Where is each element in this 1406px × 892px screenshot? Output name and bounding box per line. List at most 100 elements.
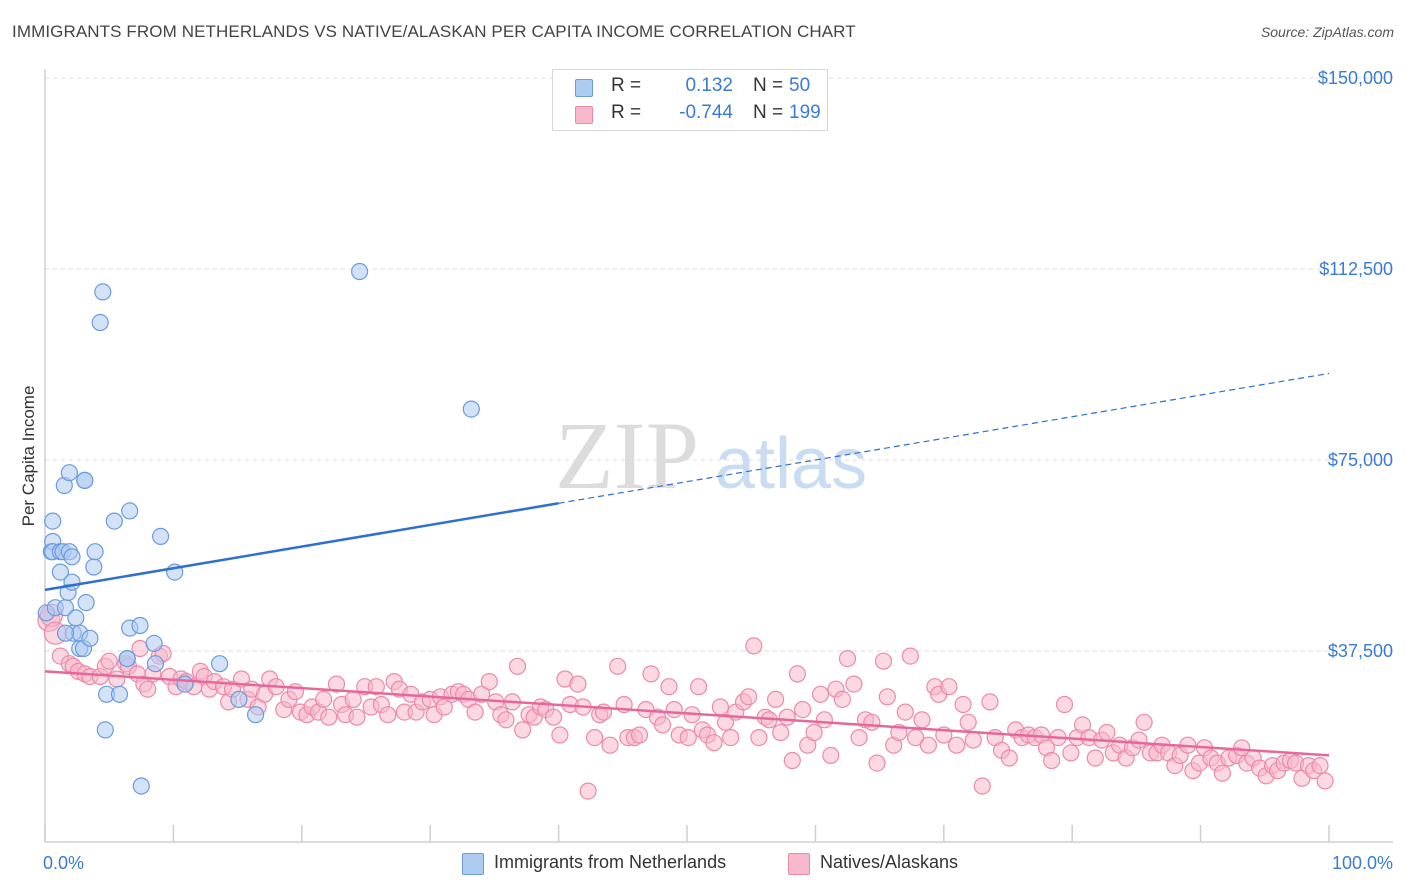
natives-point [897,704,913,720]
netherlands-point [463,401,479,417]
natives-point [655,717,671,733]
natives-point [955,697,971,713]
netherlands-point [64,549,80,565]
natives-point [706,735,722,751]
netherlands-point [97,722,113,738]
natives-point [795,702,811,718]
natives-point [587,730,603,746]
natives-point [914,712,930,728]
natives-point [784,753,800,769]
natives-point [1001,750,1017,766]
natives-point [1312,758,1328,774]
natives-point [498,712,514,728]
legend-n-label: N = [753,102,783,124]
natives-point [846,676,862,692]
legend-swatch-pink [788,853,810,875]
natives-point [840,651,856,667]
natives-point [768,691,784,707]
legend-r-label: R = [611,75,641,97]
natives-point [864,714,880,730]
natives-point [349,709,365,725]
y-tick-label: $112,500 [1319,259,1393,279]
netherlands-point [147,656,163,672]
natives-point [287,684,303,700]
natives-point [643,666,659,682]
natives-point [920,737,936,753]
netherlands-point [106,513,122,529]
natives-point [876,653,892,669]
watermark: ZIP atlas [555,402,867,509]
netherlands-point [132,618,148,634]
natives-point [1136,714,1152,730]
natives-point [467,704,483,720]
netherlands-point [212,656,228,672]
legend-r-value: 0.132 [667,75,733,97]
netherlands-point [177,676,193,692]
natives-point [982,694,998,710]
natives-point [974,778,990,794]
natives-point [813,686,829,702]
netherlands-point [122,503,138,519]
natives-point [723,730,739,746]
netherlands-point [153,528,169,544]
natives-point [515,722,531,738]
natives-point [941,679,957,695]
watermark-zip: ZIP [555,402,699,509]
netherlands-point [248,707,264,723]
y-tick-label: $75,000 [1328,450,1393,470]
netherlands-point [133,778,149,794]
netherlands-point [68,610,84,626]
natives-point [666,702,682,718]
natives-point [902,648,918,664]
scatter-chart: ZIP atlas $37,500$75,000$112,500$150,000… [0,0,1406,892]
natives-point [109,671,125,687]
legend-r-value: -0.744 [667,102,733,124]
netherlands-point [58,625,74,641]
natives-point [101,653,117,669]
natives-point [140,681,156,697]
natives-point [380,707,396,723]
natives-point [746,638,762,654]
legend-swatch-blue [575,79,593,97]
natives-point [949,737,965,753]
natives-point [680,730,696,746]
netherlands-point [112,686,128,702]
natives-point [570,676,586,692]
natives-point [316,691,332,707]
natives-point [1099,725,1115,741]
natives-point [602,737,618,753]
natives-point [773,725,789,741]
netherlands-point [95,284,111,300]
natives-point [823,747,839,763]
natives-point [960,714,976,730]
natives-point [1131,732,1147,748]
netherlands-point [86,559,102,575]
natives-point [580,783,596,799]
legend-r-label: R = [611,102,641,124]
natives-point [869,755,885,771]
natives-point [345,691,361,707]
legend-label: Immigrants from Netherlands [494,852,726,873]
natives-point [546,709,562,725]
natives-point [1044,753,1060,769]
natives-point [481,674,497,690]
netherlands-trend-line [45,503,559,590]
natives-point [1087,750,1103,766]
netherlands-point [82,630,98,646]
legend-n-label: N = [753,75,783,97]
y-axis-title: Per Capita Income [19,386,38,527]
natives-point [552,727,568,743]
natives-point [1057,697,1073,713]
natives-point [816,712,832,728]
netherlands-point [146,635,162,651]
netherlands-point [92,315,108,331]
legend-n-value: 199 [789,102,821,124]
natives-point [779,709,795,725]
y-tick-label: $37,500 [1328,641,1393,661]
netherlands-point [352,264,368,280]
grid-layer [45,78,1393,651]
legend-swatch-pink [575,106,593,124]
natives-point [1214,765,1230,781]
natives-point [1317,773,1333,789]
legend-label: Natives/Alaskans [820,852,958,873]
